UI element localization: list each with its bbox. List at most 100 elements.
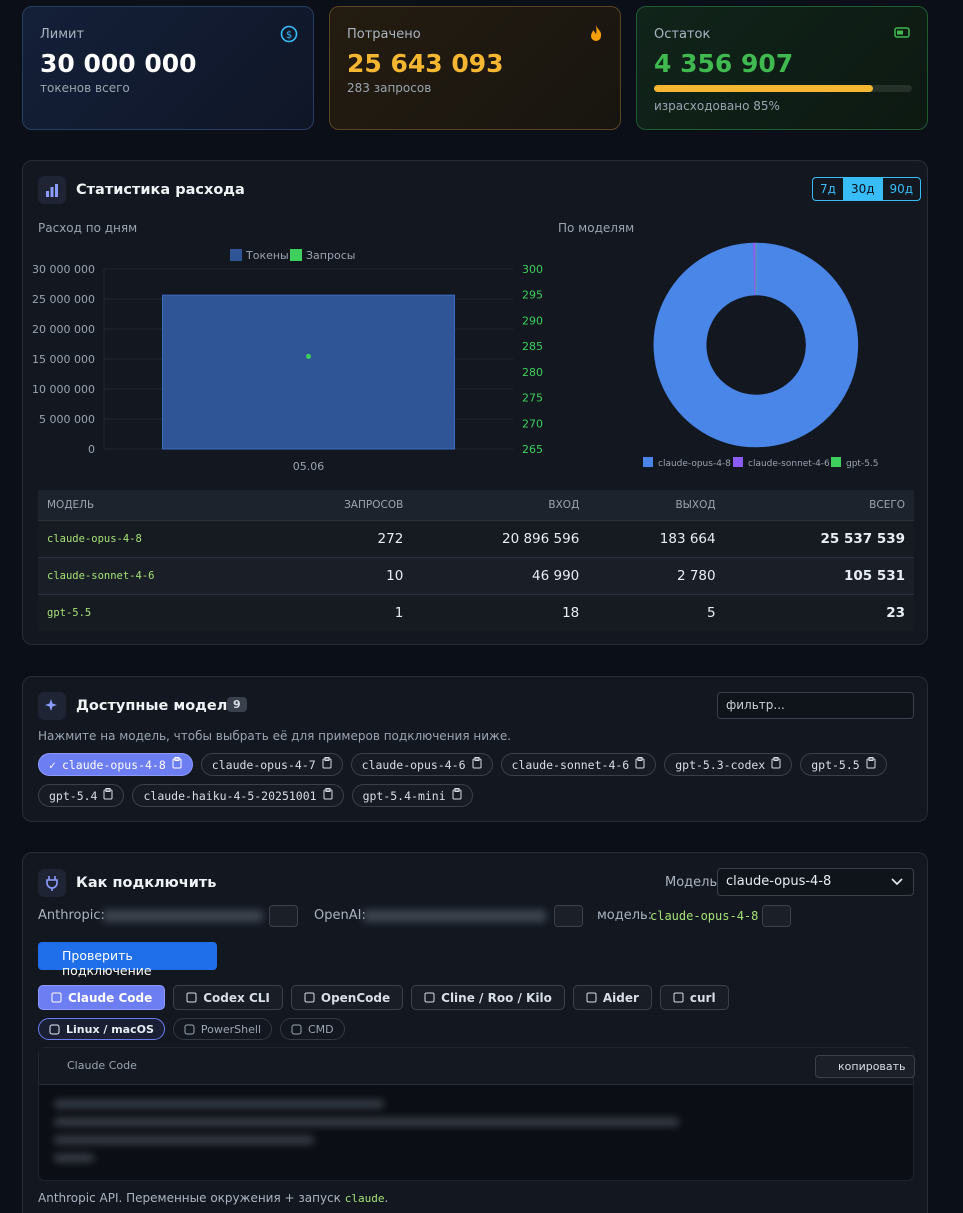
model-chip[interactable]: gpt-5.4-mini (351, 784, 473, 807)
count-badge: 9 (227, 697, 247, 712)
legend-label: claude-sonnet-4-6 (748, 459, 830, 469)
copy-button[interactable] (554, 905, 583, 927)
icon: $ (280, 25, 298, 43)
model-chart: claude-opus-4-8 claude-sonnet-4-6 gpt-5.5 (643, 242, 879, 469)
chip-label: claude-opus-4-7 (211, 757, 316, 772)
tool-tab[interactable]: curl (659, 985, 729, 1010)
filter-input[interactable]: фильтр... (717, 692, 914, 719)
os-tab[interactable]: Linux / macOS (38, 1018, 165, 1040)
y-tick-label: 30 000 000 (32, 263, 95, 276)
copy-icon (323, 788, 333, 803)
copy-icon (771, 757, 781, 772)
copy-code-button[interactable]: копировать (815, 1055, 915, 1078)
cell: 46 990 (532, 567, 580, 584)
check-button[interactable]: Проверить подключение (38, 942, 217, 978)
point (306, 353, 311, 359)
legend-label: Запросы (306, 249, 355, 262)
hint: Нажмите на модель, чтобы выбрать её для … (38, 729, 512, 743)
model-chip[interactable]: ✓ claude-opus-4-8 (38, 753, 193, 776)
model-chip[interactable]: claude-opus-4-7 (200, 753, 343, 776)
model-select[interactable]: claude-opus-4-8 (717, 868, 914, 896)
os-icon (291, 1024, 302, 1034)
table-row: claude-sonnet-4-6 10 46 990 2 780 105 531 (38, 557, 914, 594)
range-button[interactable]: 30д (842, 178, 882, 200)
table-row: claude-opus-4-8 272 20 896 596 183 664 25 53… (38, 520, 914, 557)
blurred-url (103, 910, 263, 922)
range-switch: 7д 30д 90д (812, 177, 922, 201)
panel-title: Доступные модели (76, 698, 238, 714)
legend-swatch (230, 249, 242, 261)
model-code: claude-opus-4-8 (650, 909, 759, 923)
panel-title: Статистика расхода (76, 182, 245, 198)
tool-tabs: Claude Code Codex CLI OpenCode Cline / Roo … (38, 985, 729, 1010)
cell: 20 896 596 (501, 530, 580, 547)
daily-chart: 0 5 000 000 10 000 000 15 000 000 20 000 000… (32, 249, 543, 473)
panel-title: Как подключить (76, 875, 217, 891)
os-label: PowerShell (200, 1022, 261, 1036)
card-label: Лимит (40, 27, 85, 42)
tool-tab[interactable]: Codex CLI (173, 985, 283, 1010)
os-tab[interactable]: PowerShell (172, 1018, 272, 1040)
column-header: ВСЕГО (869, 498, 905, 511)
model-label: модель: (597, 908, 653, 923)
chip-label: claude-haiku-4-5-20251001 (143, 788, 317, 803)
tab-icon (51, 992, 62, 1003)
chip-label: gpt-5.4-mini (362, 788, 446, 803)
icon (38, 692, 66, 720)
copy-button[interactable] (762, 905, 791, 927)
chip-label: gpt-5.4 (49, 788, 98, 803)
range-button[interactable]: 90д (881, 178, 921, 200)
model-chip[interactable]: gpt-5.3-codex (664, 753, 793, 776)
icon (38, 176, 66, 204)
tab-icon (424, 992, 435, 1003)
model-chip[interactable]: claude-opus-4-6 (350, 753, 493, 776)
os-label: Linux / macOS (66, 1022, 154, 1036)
tab-label: OpenCode (320, 990, 391, 1005)
svg-text:$: $ (286, 30, 292, 41)
y2-tick-label: 275 (522, 392, 543, 405)
copy-button[interactable] (269, 905, 298, 927)
chip-label: claude-sonnet-4-6 (511, 757, 630, 772)
tab-icon (586, 992, 597, 1003)
copy-icon (322, 757, 332, 772)
cell: 2 780 (676, 567, 716, 584)
table-row: gpt-5.5 1 18 5 23 (38, 594, 914, 631)
footer-code: claude (344, 1192, 385, 1205)
blurred-code (54, 1154, 94, 1162)
blurred-code (54, 1118, 679, 1126)
model-chip[interactable]: gpt-5.4 (38, 784, 125, 807)
range-button[interactable]: 7д (820, 182, 836, 196)
column-header: ЗАПРОСОВ (344, 498, 404, 511)
openai-label: OpenAI: (314, 908, 366, 923)
os-label: CMD (308, 1022, 334, 1036)
cell: 5 (707, 604, 716, 621)
tab-label: Aider (602, 990, 639, 1005)
cell: 23 (886, 604, 905, 621)
check: ✓ (49, 757, 56, 772)
legend-swatch (643, 457, 653, 467)
copy-icon (866, 757, 876, 772)
tab-label: Cline / Roo / Kilo (441, 990, 552, 1005)
model-chip[interactable]: claude-sonnet-4-6 (500, 753, 657, 776)
column-header: ВЫХОД (675, 498, 716, 511)
tool-tab[interactable]: Cline / Roo / Kilo (411, 985, 565, 1010)
cell: 25 537 539 (820, 530, 905, 547)
y2-tick-label: 290 (522, 314, 543, 327)
models-panel: Доступные модели 9 фильтр... Нажмите на … (22, 676, 928, 822)
tool-tab[interactable]: Claude Code (38, 985, 166, 1010)
copy-icon (472, 757, 482, 772)
legend-label: gpt-5.5 (846, 459, 879, 469)
model-chip[interactable]: gpt-5.5 (800, 753, 887, 776)
anthropic-label: Anthropic: (38, 908, 105, 923)
legend-label: Токены (245, 249, 289, 262)
tool-tab[interactable]: Aider (572, 985, 652, 1010)
card-value: 25 643 093 (347, 49, 504, 78)
copy-icon (452, 788, 462, 803)
y-tick-label: 25 000 000 (32, 293, 95, 306)
card-value: 4 356 907 (654, 49, 794, 78)
progress-track (654, 85, 912, 92)
model-chip[interactable]: claude-haiku-4-5-20251001 (132, 784, 344, 807)
tool-tab[interactable]: OpenCode (290, 985, 404, 1010)
os-tab[interactable]: CMD (280, 1018, 345, 1040)
copy-icon (103, 788, 113, 803)
